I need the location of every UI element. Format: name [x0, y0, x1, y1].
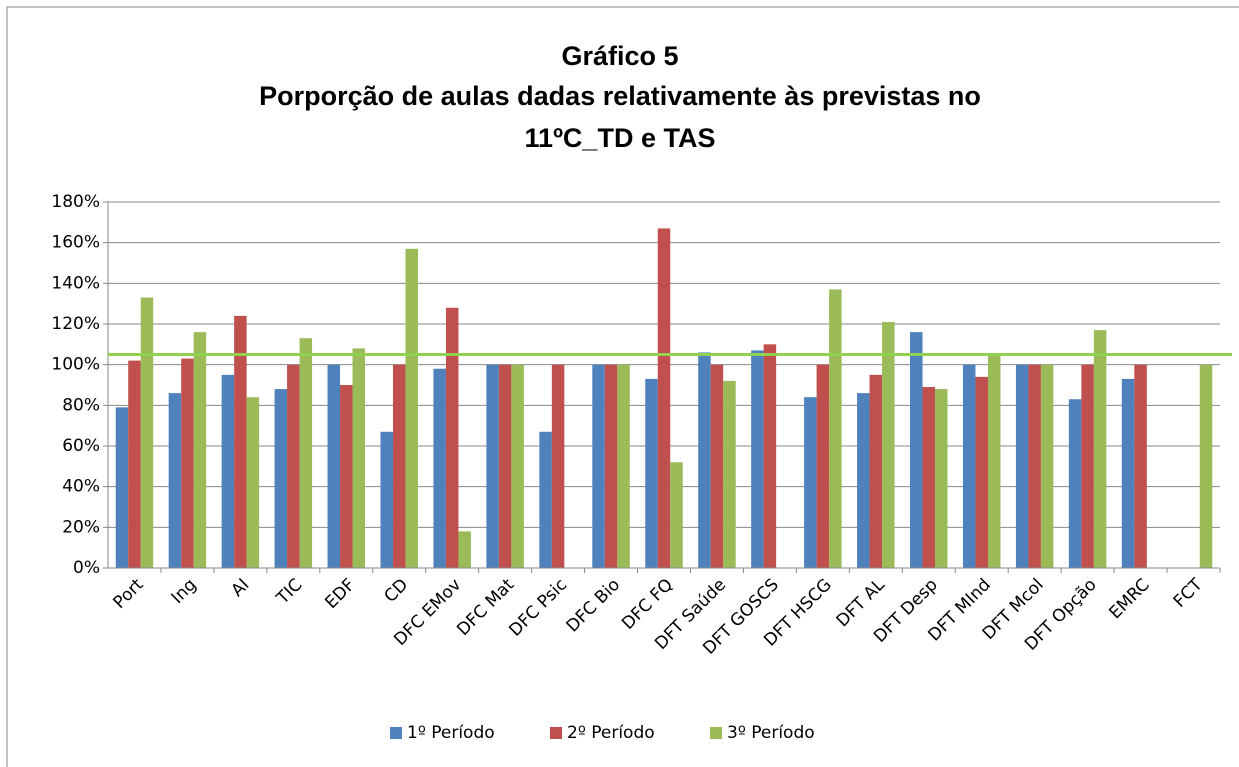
- bar: [869, 374, 883, 568]
- bar: [857, 393, 870, 568]
- bar: [274, 389, 288, 568]
- bar: [551, 364, 565, 568]
- bar: [168, 393, 182, 568]
- bar: [246, 397, 260, 568]
- y-tick-label: 100%: [51, 355, 100, 375]
- bar: [392, 364, 406, 568]
- bar: [804, 397, 817, 568]
- bar: [405, 248, 418, 568]
- bar: [1081, 364, 1094, 568]
- y-tick-label: 40%: [62, 477, 100, 497]
- bar: [352, 348, 366, 568]
- legend-swatch: [390, 727, 402, 739]
- legend-swatch: [550, 727, 562, 739]
- bar: [710, 364, 724, 568]
- bar: [1028, 364, 1041, 568]
- x-tick-label: EDF: [321, 575, 359, 613]
- y-tick-label: 180%: [51, 192, 100, 212]
- bar: [458, 531, 471, 568]
- bar: [910, 332, 923, 568]
- bar: [193, 332, 207, 568]
- y-tick-label: 60%: [62, 436, 100, 456]
- y-tick-label: 160%: [51, 233, 100, 253]
- legend-label: 2º Período: [567, 723, 655, 743]
- bar: [751, 350, 764, 568]
- bar: [486, 364, 499, 568]
- chart-title: Porporção de aulas dadas relativamente à…: [259, 81, 981, 111]
- bar: [645, 378, 658, 568]
- bar: [181, 358, 194, 568]
- bar: [299, 338, 313, 568]
- legend-label: 3º Período: [727, 723, 815, 743]
- bar: [498, 364, 512, 568]
- bar: [670, 462, 683, 568]
- legend-label: 1º Período: [407, 723, 495, 743]
- bar: [1093, 330, 1107, 568]
- bar: [1015, 364, 1029, 568]
- x-tick-label: AI: [228, 575, 254, 601]
- bar: [617, 364, 630, 568]
- bar: [1040, 364, 1054, 568]
- bar: [445, 307, 459, 568]
- bar: [380, 431, 393, 568]
- bar: [816, 364, 830, 568]
- legend-swatch: [710, 727, 722, 739]
- bar: [935, 389, 948, 568]
- y-tick-label: 0%: [73, 558, 100, 578]
- bar: [922, 387, 936, 568]
- x-tick-label: EMRC: [1105, 575, 1153, 623]
- bar: [723, 380, 736, 568]
- bar: [1121, 378, 1135, 568]
- x-tick-label: CD: [381, 575, 413, 607]
- bar: [511, 364, 524, 568]
- bar: [115, 407, 129, 568]
- x-tick-label: FCT: [1170, 575, 1207, 612]
- bar: [539, 431, 552, 568]
- y-tick-label: 140%: [51, 273, 100, 293]
- chart-border: [6, 6, 1239, 767]
- x-tick-label: Port: [110, 575, 148, 613]
- bar: [657, 228, 671, 568]
- bar: [140, 297, 154, 568]
- chart-title: 11ºC_TD e TAS: [525, 123, 716, 153]
- x-tick-label: TIC: [272, 575, 306, 609]
- y-tick-label: 20%: [62, 517, 100, 537]
- x-tick-label: DFC Bio: [563, 575, 624, 636]
- bar: [221, 374, 235, 568]
- bar: [234, 315, 247, 568]
- bar: [763, 344, 777, 568]
- x-tick-label: Ing: [168, 575, 201, 608]
- bar: [433, 368, 446, 568]
- bar: [698, 352, 711, 568]
- bar: [1068, 399, 1082, 568]
- chart-title: Gráfico 5: [561, 41, 678, 71]
- bar: [287, 364, 300, 568]
- bar: [1134, 364, 1147, 568]
- bar: [975, 376, 988, 568]
- bar: [987, 354, 1001, 568]
- bar: [340, 385, 353, 568]
- y-tick-label: 80%: [62, 395, 100, 415]
- y-tick-label: 120%: [51, 314, 100, 334]
- bar: [882, 321, 895, 568]
- bar: [962, 364, 976, 568]
- bar: [128, 360, 141, 568]
- bar: [1199, 364, 1213, 568]
- bar: [327, 364, 341, 568]
- bar: [604, 364, 618, 568]
- bar: [829, 289, 842, 568]
- bar: [592, 364, 605, 568]
- x-tick-label: DFC Psic: [505, 575, 571, 641]
